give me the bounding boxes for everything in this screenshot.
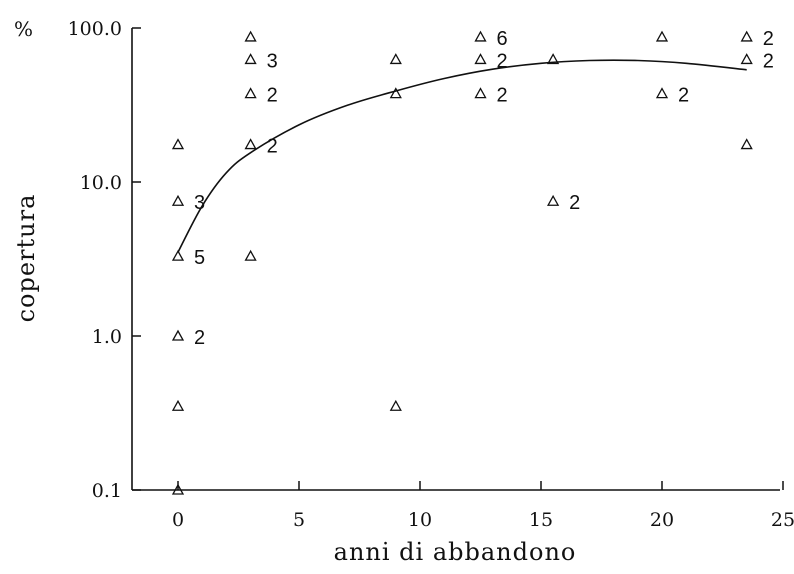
data-point-triangle xyxy=(244,87,257,99)
x-axis-ticks: 0 5 10 15 20 25 xyxy=(172,481,794,531)
y-axis-ticks: 0.1 1.0 10.0 100.0 xyxy=(68,18,141,502)
y-tick-label: 100.0 xyxy=(68,18,122,40)
point-count-label: 6 xyxy=(497,28,508,50)
data-point-triangle xyxy=(474,87,487,99)
y-tick-label: 1.0 xyxy=(92,326,122,348)
data-point-triangle xyxy=(171,483,185,495)
data-point-triangle xyxy=(171,399,185,411)
data-point-triangle xyxy=(389,87,402,99)
data-point-triangle xyxy=(244,30,257,42)
point-count-label: 2 xyxy=(569,192,580,214)
point-count-label: 2 xyxy=(194,327,205,349)
point-count-label: 2 xyxy=(267,85,278,107)
data-point-triangle xyxy=(171,249,185,261)
x-tick-label: 10 xyxy=(408,509,432,531)
data-point-triangle xyxy=(244,249,257,261)
data-point-triangle xyxy=(244,53,257,65)
x-tick-label: 0 xyxy=(172,509,184,531)
data-point-triangle xyxy=(244,138,257,150)
fit-curve-line xyxy=(177,59,747,253)
data-point-triangle xyxy=(740,138,753,150)
point-count-label: 2 xyxy=(678,85,689,107)
x-tick-label: 20 xyxy=(650,509,674,531)
data-point-triangle xyxy=(740,30,753,42)
data-point-triangle xyxy=(474,53,487,65)
x-tick-label: 15 xyxy=(529,509,553,531)
data-point-triangle xyxy=(389,53,402,65)
point-count-label: 2 xyxy=(267,136,278,158)
data-point-triangle xyxy=(655,87,669,99)
point-count-label: 5 xyxy=(194,247,205,269)
x-tick-label: 25 xyxy=(771,509,794,531)
data-point-triangle xyxy=(474,30,487,42)
data-point-triangle xyxy=(740,53,753,65)
point-count-label: 2 xyxy=(763,28,774,50)
data-point-triangle xyxy=(171,138,185,150)
point-count-label: 3 xyxy=(267,50,278,72)
point-count-label: 2 xyxy=(497,50,508,72)
data-point-triangle xyxy=(655,30,669,42)
point-count-label: 3 xyxy=(194,192,205,214)
y-unit-label: % xyxy=(14,17,33,41)
x-tick-label: 5 xyxy=(293,509,305,531)
data-point-triangle xyxy=(546,53,560,65)
y-axis-label: copertura xyxy=(12,194,40,323)
point-count-label: 2 xyxy=(763,50,774,72)
y-tick-label: 0.1 xyxy=(92,480,122,502)
point-count-label: 2 xyxy=(497,85,508,107)
data-point-triangle xyxy=(389,399,402,411)
axes xyxy=(131,28,780,491)
y-tick-label: 10.0 xyxy=(80,172,122,194)
data-point-triangle xyxy=(546,194,560,206)
data-point-triangle xyxy=(171,329,185,341)
x-axis-label: anni di abbandono xyxy=(334,538,577,566)
data-point-triangle xyxy=(171,194,185,206)
